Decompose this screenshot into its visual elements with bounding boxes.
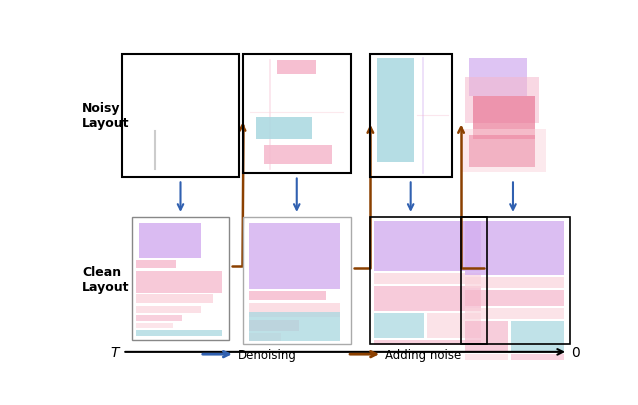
Bar: [473, 97, 535, 139]
Bar: [375, 222, 481, 271]
Bar: [135, 294, 213, 304]
Bar: [135, 306, 202, 313]
Bar: [264, 145, 332, 164]
Text: Adding noise: Adding noise: [385, 348, 461, 361]
Bar: [242, 217, 351, 344]
Bar: [465, 321, 508, 352]
Bar: [465, 222, 564, 275]
Bar: [375, 287, 481, 311]
Bar: [122, 55, 239, 178]
Bar: [242, 55, 351, 174]
Bar: [133, 217, 229, 341]
Bar: [249, 224, 340, 289]
Bar: [461, 130, 546, 172]
Bar: [465, 308, 564, 319]
Bar: [135, 315, 182, 321]
Text: Denoising: Denoising: [238, 348, 297, 361]
Bar: [465, 78, 538, 124]
Bar: [376, 59, 414, 162]
Text: Noisy
Layout: Noisy Layout: [82, 102, 130, 130]
Bar: [469, 135, 535, 168]
Bar: [249, 312, 340, 341]
Bar: [371, 217, 487, 344]
Bar: [375, 313, 424, 338]
Bar: [427, 313, 481, 338]
Bar: [256, 118, 312, 139]
Bar: [371, 55, 452, 178]
Bar: [465, 354, 508, 365]
Bar: [135, 323, 173, 328]
Bar: [249, 304, 340, 318]
Bar: [512, 354, 564, 365]
Bar: [135, 260, 176, 268]
Bar: [138, 224, 200, 258]
Text: Clean
Layout: Clean Layout: [82, 265, 130, 293]
Bar: [465, 277, 564, 288]
Bar: [461, 217, 570, 344]
Bar: [375, 274, 481, 284]
Bar: [135, 271, 223, 293]
Bar: [512, 321, 564, 352]
Bar: [375, 341, 481, 345]
Bar: [135, 330, 223, 337]
Bar: [249, 334, 281, 341]
Bar: [465, 290, 564, 306]
Text: 0: 0: [571, 345, 580, 359]
Bar: [278, 61, 316, 75]
Bar: [249, 291, 326, 301]
Bar: [249, 320, 299, 331]
Bar: [469, 59, 527, 97]
Text: T: T: [110, 345, 119, 359]
